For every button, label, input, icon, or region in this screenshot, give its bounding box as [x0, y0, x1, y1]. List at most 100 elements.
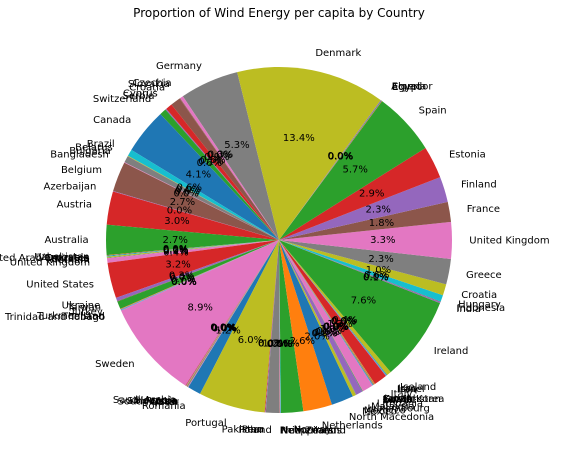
percent-label: 0.4% — [163, 247, 188, 258]
slice-label: United Kingdom — [10, 258, 90, 269]
pie-slice — [279, 240, 391, 375]
slice-label: Saudi Arabia — [113, 395, 176, 406]
pie-slice — [279, 101, 426, 240]
pie-slice — [279, 100, 382, 240]
pie-slice — [120, 240, 279, 311]
slice-label: Netherlands — [322, 420, 383, 431]
slice-label: Czechia — [133, 78, 172, 89]
slice-label: Venezuela — [38, 252, 89, 263]
slice-label: Peru — [242, 425, 264, 436]
percent-label: 0.0% — [327, 151, 352, 162]
slice-label: Denmark — [315, 48, 361, 59]
pie-slice — [200, 240, 279, 413]
pie-labels: Germany 5.3% Czechia 0.3% Slovakia 0.0% Croati… — [0, 48, 550, 436]
slice-label: Cyprus — [123, 88, 158, 99]
pie-slice — [279, 240, 373, 392]
percent-label: 0.3% — [208, 149, 233, 160]
slice-label: Iceland — [400, 382, 436, 393]
percent-label: 3.0% — [164, 216, 189, 227]
percent-label: 0.0% — [207, 150, 232, 161]
percent-label: 0.0% — [324, 321, 349, 332]
pie-slice — [124, 156, 279, 240]
percent-label: 0.0% — [171, 277, 196, 288]
pie-slice — [279, 240, 374, 386]
slice-label: Turkey — [69, 307, 103, 318]
pie-slice — [279, 240, 441, 304]
percent-label: 0.0% — [267, 339, 292, 350]
slice-label: Luxembourg — [368, 403, 430, 414]
slice-label: Ukraine — [51, 254, 90, 265]
slice-label: Russia — [146, 396, 178, 407]
pie-slice — [279, 240, 375, 385]
slice-label: Austria — [57, 200, 92, 211]
pie-slice — [106, 191, 280, 240]
pie-slice — [117, 240, 280, 302]
percent-label: 0.0% — [176, 185, 201, 196]
percent-label: 0.0% — [210, 322, 235, 333]
percent-label: 2.3% — [366, 205, 391, 216]
pie-slice — [279, 240, 281, 413]
slice-label: North Macedonia — [349, 412, 434, 423]
slice-label: Japan — [383, 394, 412, 405]
percent-label: 0.0% — [212, 323, 237, 334]
pie-slice — [187, 240, 279, 388]
slice-label: Germany — [156, 61, 202, 72]
pie-slice — [106, 240, 279, 257]
slice-label: Norway — [294, 425, 332, 436]
slice-label: Belarus — [75, 143, 113, 154]
pie-slice — [279, 240, 374, 386]
slice-label: Qatar — [151, 397, 180, 408]
percent-label: 0.6% — [175, 187, 200, 198]
percent-label: 0.1% — [363, 273, 388, 284]
percent-label: 7.6% — [351, 295, 376, 306]
slice-label: Uzbekistan — [34, 252, 89, 263]
pie-slices — [105, 67, 452, 413]
pie-slice — [279, 100, 382, 241]
pie-slice — [279, 240, 280, 413]
slice-label: Kuwait — [382, 395, 415, 406]
slice-label: Estonia — [449, 149, 486, 160]
slice-label: Romania — [142, 401, 186, 412]
pie-slice — [165, 108, 279, 240]
pie-slice — [279, 240, 375, 385]
pie-slice — [279, 240, 447, 296]
slice-label: Morocco — [364, 405, 406, 416]
pie-slice — [279, 221, 452, 259]
pie-slice — [180, 96, 279, 240]
slice-label: Portugal — [185, 418, 226, 429]
percent-label: 0.0% — [323, 322, 348, 333]
slice-label: Croatia — [129, 83, 165, 94]
slice-label: Indonesia — [457, 303, 505, 314]
percent-label: 0.9% — [204, 152, 229, 163]
slice-label: Azerbaijan — [44, 181, 97, 192]
pie-slice — [124, 162, 279, 240]
percent-label: 0.6% — [177, 183, 202, 194]
percent-label: 5.7% — [342, 164, 367, 175]
percent-label: 1.0% — [366, 265, 391, 276]
pie-slice — [106, 240, 280, 257]
slice-label: Slovenia — [134, 396, 177, 407]
slice-label: South Africa — [118, 397, 179, 408]
slice-label: New Zealand — [280, 425, 346, 436]
pie-slice — [279, 240, 332, 412]
percent-label: 0.0% — [174, 188, 199, 199]
percent-label: 1.2% — [327, 319, 352, 330]
pie-slice — [264, 240, 279, 413]
slice-label: Ecuador — [392, 82, 434, 93]
pie-slice — [106, 240, 279, 258]
pie-slice — [117, 240, 279, 309]
pie-slice — [279, 240, 386, 384]
pie-slice — [279, 240, 441, 303]
percent-label: 6.0% — [238, 335, 263, 346]
slice-label: Switzerland — [93, 94, 151, 105]
percent-label: 0.0% — [211, 323, 236, 334]
slice-label: Croatia — [461, 290, 497, 301]
slice-label: United Arab Emirates — [0, 253, 90, 264]
pie-slice — [106, 240, 280, 263]
percent-label: 0.0% — [211, 323, 236, 334]
pie-slice — [279, 240, 304, 413]
percent-label: 0.0% — [331, 317, 356, 328]
percent-label: 0.0% — [331, 316, 356, 327]
pie-slice — [279, 240, 353, 405]
